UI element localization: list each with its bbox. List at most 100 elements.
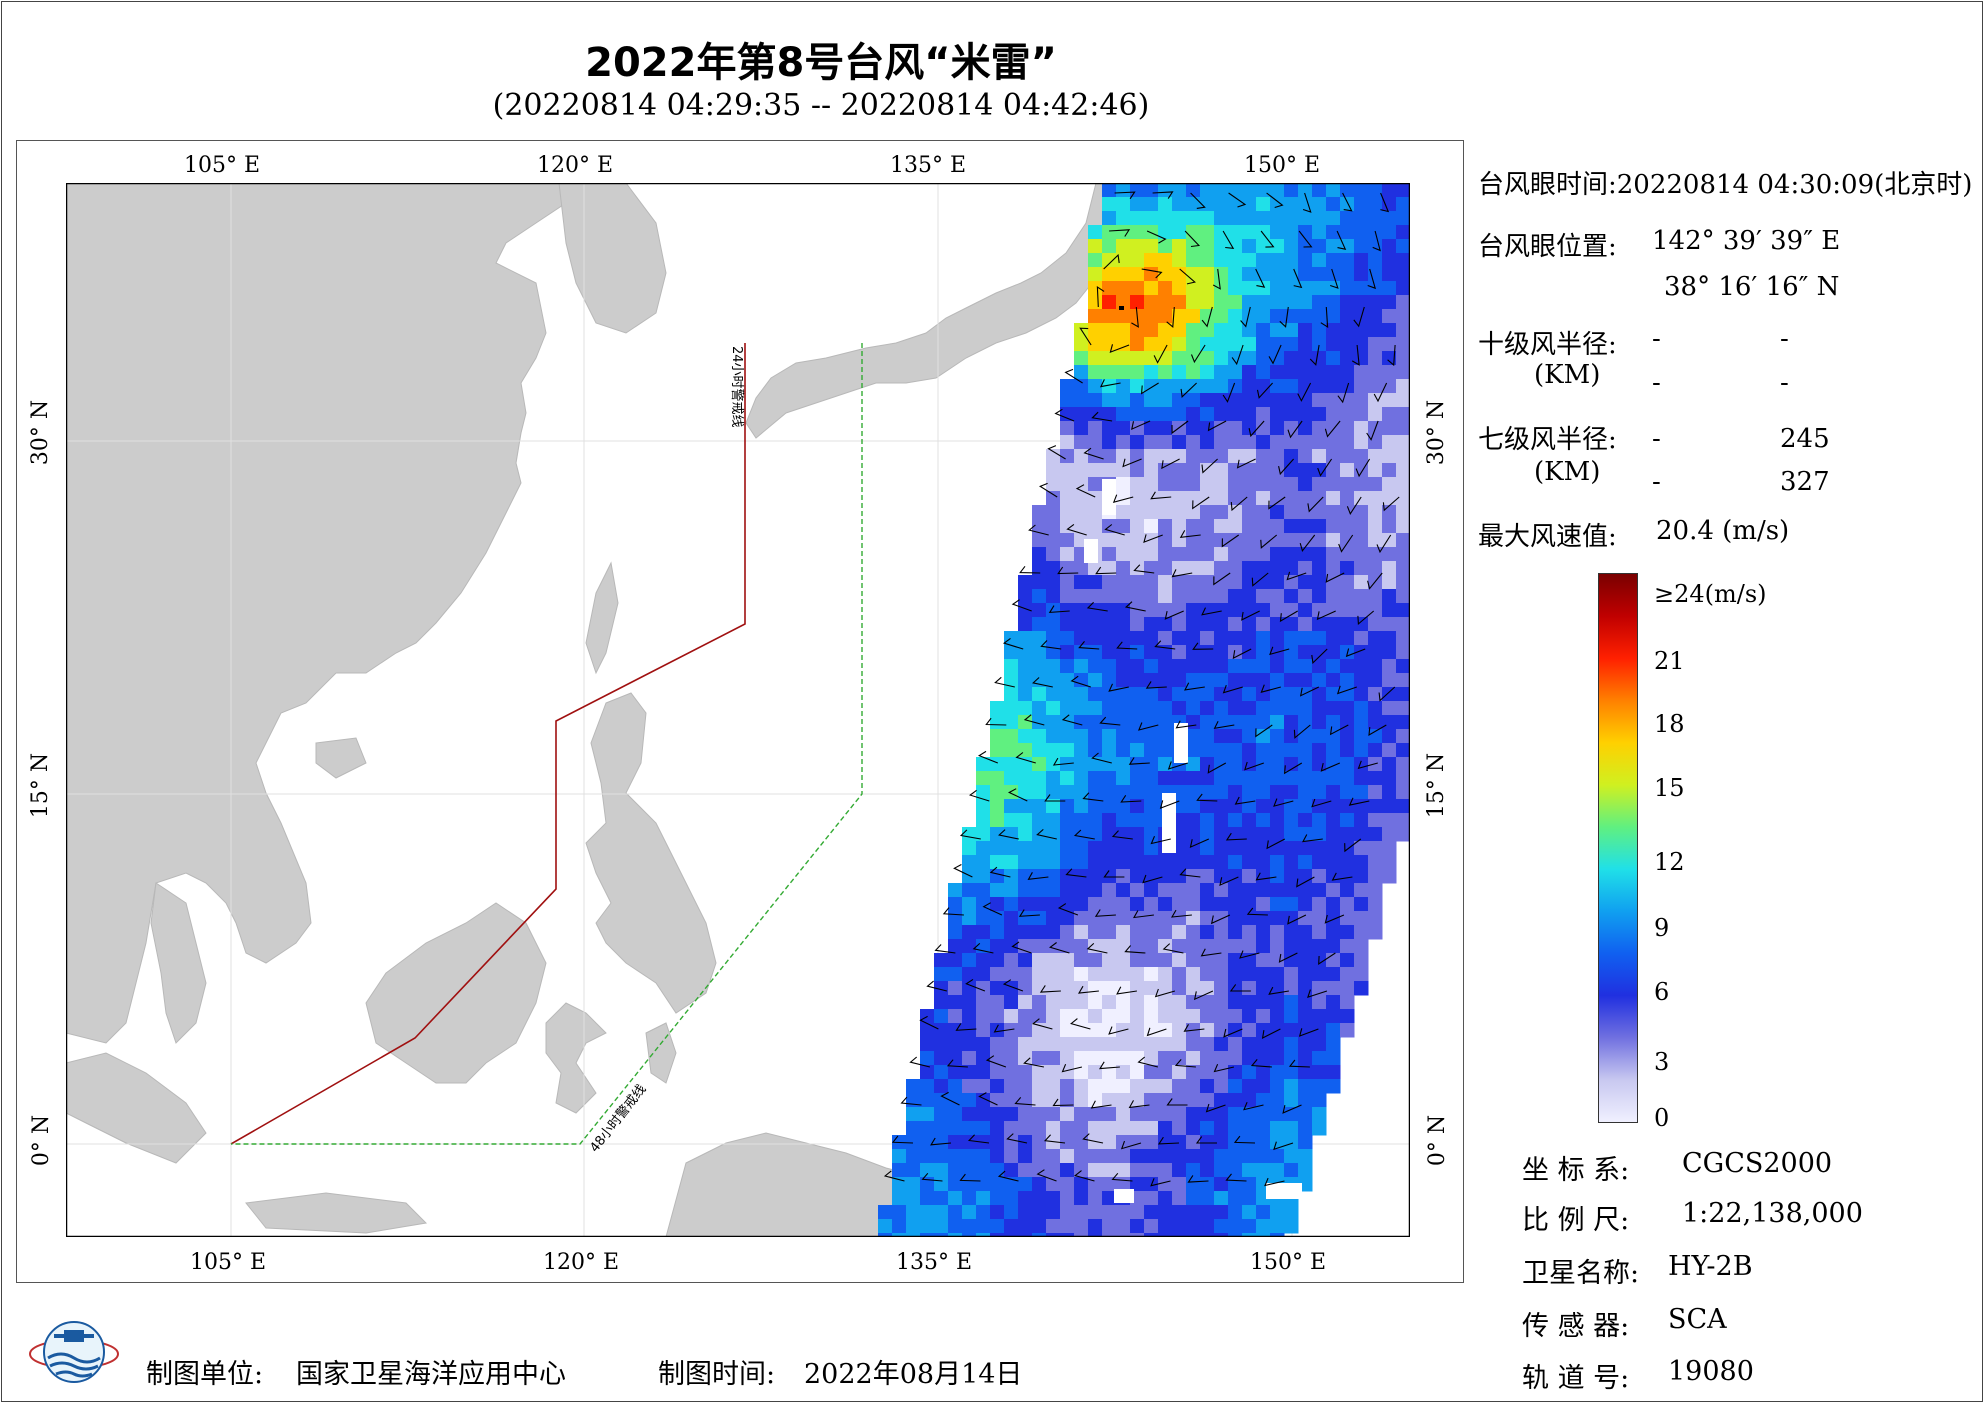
wind-barb (969, 789, 990, 802)
wind-barb (1052, 1098, 1074, 1107)
swath-cell (1368, 309, 1383, 324)
swath-cell (1158, 575, 1173, 590)
swath-cell (1186, 659, 1201, 674)
swath-cell (1298, 253, 1313, 268)
swath-cell (1214, 1233, 1229, 1237)
swath-cell (990, 701, 1005, 716)
swath-cell (1004, 645, 1019, 660)
swath-cell (1312, 589, 1327, 604)
swath-cell (976, 1233, 991, 1237)
wind-barb (1131, 306, 1139, 328)
swath-cell (1340, 659, 1355, 674)
wind-barb (1114, 191, 1136, 200)
wind-barb (1378, 686, 1396, 702)
swath-cell (1256, 883, 1271, 898)
swath-cell (1130, 211, 1145, 226)
swath-cell (1172, 351, 1187, 366)
swath-cell (1032, 645, 1047, 660)
swath-cell (1158, 323, 1173, 338)
swath-cell (1228, 673, 1243, 688)
swath-cell (1130, 379, 1145, 394)
wind-barb (1200, 948, 1222, 957)
swath-cell (1242, 197, 1257, 212)
swath-cell (1004, 897, 1019, 912)
wind-barb (1231, 344, 1244, 366)
swath-cell (1116, 449, 1131, 464)
swath-cell (906, 1093, 921, 1108)
swath-cell (1172, 953, 1187, 968)
swath-cell (1284, 1121, 1299, 1136)
swath-cell (1256, 1009, 1271, 1024)
swath-cell (1298, 267, 1313, 282)
swath-cell (1102, 281, 1117, 296)
date-value: 2022年08月14日 (804, 1359, 1023, 1390)
swath-cell (1018, 1037, 1033, 1052)
swath-cell (1102, 463, 1117, 478)
swath-cell (976, 757, 991, 772)
swath-cell (1046, 1163, 1061, 1178)
swath-cell (1326, 463, 1341, 478)
swath-cell (1116, 869, 1131, 884)
swath-cell (1312, 701, 1327, 716)
swath-cell (1298, 449, 1313, 464)
swath-cell (1256, 897, 1271, 912)
swath-cell (1228, 281, 1243, 296)
swath-cell (1060, 379, 1075, 394)
swath-cell (1158, 435, 1173, 450)
swath-cell (1396, 743, 1410, 758)
swath-cell (1158, 309, 1173, 324)
swath-cell (1074, 477, 1089, 492)
wind-barb (1225, 1173, 1247, 1182)
swath-cell (1340, 309, 1355, 324)
wind-barb (1205, 1103, 1226, 1113)
swath-cell (1144, 687, 1159, 702)
swath-cell (990, 1177, 1005, 1192)
wind-barb (1311, 648, 1328, 665)
swath-cell (1186, 491, 1201, 506)
swath-cell (1270, 855, 1285, 870)
swath-cell (1382, 407, 1397, 422)
swath-cell (962, 1079, 977, 1094)
swath-cell (1102, 197, 1117, 212)
swath-cell (1116, 659, 1131, 674)
swath-cell (1074, 911, 1089, 926)
swath-cell (1116, 1149, 1131, 1164)
lat-label-left-0: 0° N (29, 1114, 55, 1167)
wind-barb (1167, 761, 1188, 770)
swath-cell (1102, 239, 1117, 254)
wind-barb (1239, 950, 1260, 959)
swath-cell (1018, 785, 1033, 800)
swath-cell (934, 1121, 949, 1136)
swath-cell (1312, 477, 1327, 492)
swath-cell (1368, 785, 1383, 800)
swath-cell (1032, 995, 1047, 1010)
wind-barb (965, 978, 986, 992)
swath-cell (1102, 1219, 1117, 1234)
swath-cell (1256, 575, 1271, 590)
swath-cell (1228, 1009, 1243, 1024)
swath-cell (1298, 547, 1313, 562)
swath-cell (1172, 1121, 1187, 1136)
swath-cell (1186, 617, 1201, 632)
wind-barb (1283, 762, 1303, 775)
swath-cell (1368, 183, 1383, 198)
swath-cell (1298, 673, 1313, 688)
swath-cell (1102, 785, 1117, 800)
swath-cell (1312, 505, 1327, 520)
swath-cell (920, 1065, 935, 1080)
swath-cell (1088, 1051, 1103, 1066)
swath-cell (1186, 1009, 1201, 1024)
swath-cell (1200, 995, 1215, 1010)
wind-barb (1255, 724, 1273, 738)
swath-cell (1270, 477, 1285, 492)
wind-barb (1250, 1059, 1272, 1068)
swath-cell (1214, 505, 1229, 520)
swath-cell (1046, 519, 1061, 534)
swath-cell (990, 1107, 1005, 1122)
swath-cell (1368, 407, 1383, 422)
swath-cell (1354, 687, 1369, 702)
swath-cell (1284, 869, 1299, 884)
swath-cell (1340, 617, 1355, 632)
wind-barb (1152, 191, 1174, 199)
swath-cell (1172, 211, 1187, 226)
